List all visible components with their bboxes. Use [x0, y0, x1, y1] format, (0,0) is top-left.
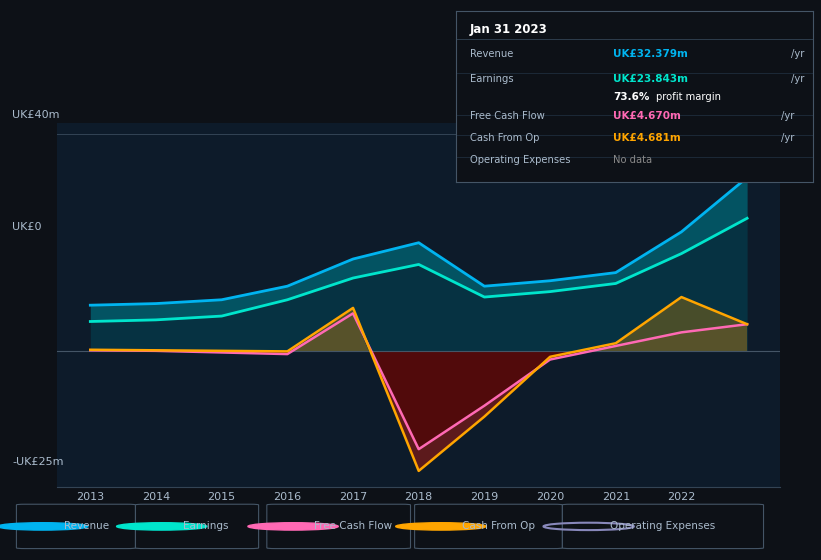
Text: Revenue: Revenue — [64, 521, 109, 531]
Text: Earnings: Earnings — [470, 74, 514, 83]
Text: Earnings: Earnings — [183, 521, 228, 531]
Text: profit margin: profit margin — [656, 92, 721, 101]
Text: No data: No data — [612, 155, 652, 165]
FancyBboxPatch shape — [415, 504, 562, 549]
Text: /yr: /yr — [782, 133, 795, 143]
Text: 73.6%: 73.6% — [612, 92, 649, 101]
Text: UK£32.379m: UK£32.379m — [612, 49, 688, 59]
Circle shape — [117, 522, 207, 530]
Text: UK£40m: UK£40m — [12, 110, 60, 120]
Text: UK£4.670m: UK£4.670m — [612, 111, 681, 122]
FancyBboxPatch shape — [135, 504, 259, 549]
Text: Cash From Op: Cash From Op — [470, 133, 539, 143]
Text: Operating Expenses: Operating Expenses — [610, 521, 715, 531]
Text: Jan 31 2023: Jan 31 2023 — [470, 23, 548, 36]
Text: Operating Expenses: Operating Expenses — [470, 155, 571, 165]
Text: Revenue: Revenue — [470, 49, 513, 59]
Text: UK£4.681m: UK£4.681m — [612, 133, 681, 143]
Text: /yr: /yr — [791, 49, 805, 59]
Circle shape — [0, 522, 88, 530]
Text: -UK£25m: -UK£25m — [12, 457, 64, 467]
Circle shape — [396, 522, 486, 530]
Text: /yr: /yr — [782, 111, 795, 122]
Text: Free Cash Flow: Free Cash Flow — [470, 111, 544, 122]
FancyBboxPatch shape — [562, 504, 764, 549]
FancyBboxPatch shape — [16, 504, 135, 549]
Text: UK£23.843m: UK£23.843m — [612, 74, 688, 83]
FancyBboxPatch shape — [267, 504, 410, 549]
Text: Cash From Op: Cash From Op — [462, 521, 535, 531]
Text: /yr: /yr — [791, 74, 805, 83]
Text: Free Cash Flow: Free Cash Flow — [314, 521, 392, 531]
Text: UK£0: UK£0 — [12, 222, 42, 232]
Circle shape — [248, 522, 338, 530]
